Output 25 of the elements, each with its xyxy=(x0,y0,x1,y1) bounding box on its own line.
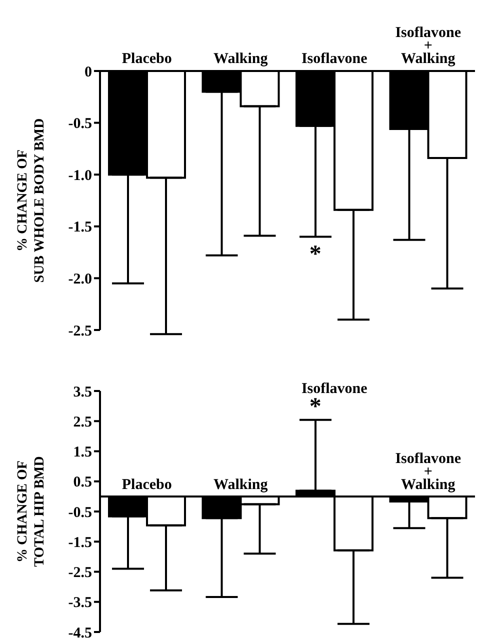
y-tick-label: -1.0 xyxy=(68,168,92,184)
y-tick-label: 1.5 xyxy=(73,444,92,461)
y-axis-title: % CHANGE OF TOTAL HIP BMD xyxy=(16,456,48,567)
y-tick-label: -0.5 xyxy=(68,504,92,521)
y-tick-label: -1.5 xyxy=(68,534,92,551)
x-tick-label: Isoflavone xyxy=(301,51,368,67)
y-tick-label: 3.5 xyxy=(73,384,92,400)
y-tick-label: -2.5 xyxy=(68,323,92,340)
annotation: * xyxy=(309,241,322,268)
y-tick-label: -0.5 xyxy=(68,116,92,132)
y-tick-label: -2.0 xyxy=(68,272,92,288)
x-tick-label: Walking xyxy=(214,476,268,493)
y-tick-label: -2.5 xyxy=(68,565,92,582)
y-tick-label: 0.5 xyxy=(73,474,92,491)
x-tick-label: Isoflavone + Walking xyxy=(395,25,462,67)
y-tick-label: -4.5 xyxy=(68,625,92,639)
y-tick-label: -1.5 xyxy=(68,220,92,236)
x-tick-label: Isoflavone + Walking xyxy=(395,450,462,493)
x-tick-label: Placebo xyxy=(122,476,172,493)
x-tick-label: Walking xyxy=(214,51,268,67)
y-tick-label: 2.5 xyxy=(73,414,92,430)
y-axis-title: % CHANGE OF SUB WHOLE BODY BMD xyxy=(16,118,48,283)
y-tick-label: -3.5 xyxy=(68,595,92,612)
x-tick-label: Placebo xyxy=(122,51,172,67)
y-tick-label: 0 xyxy=(84,64,92,80)
